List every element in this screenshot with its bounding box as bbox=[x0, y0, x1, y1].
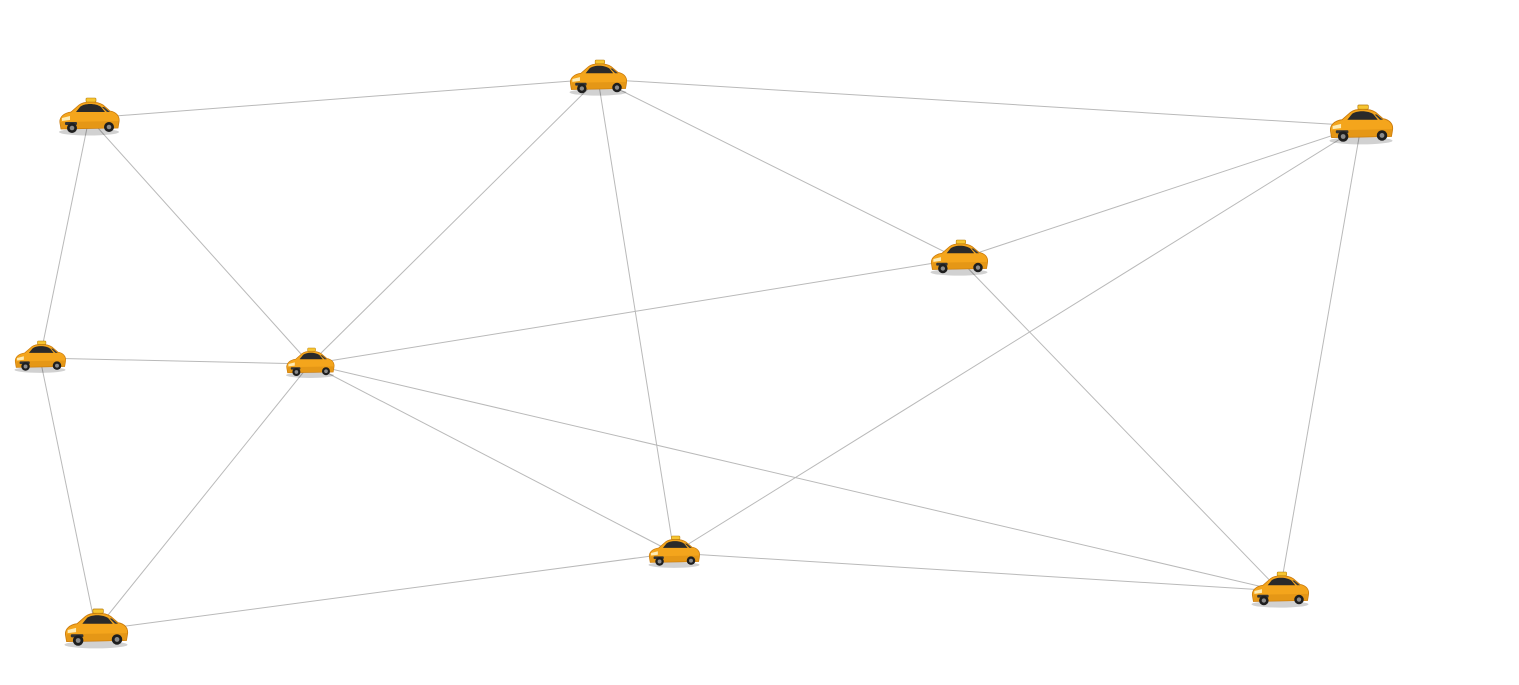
edge-n3-n8 bbox=[1279, 125, 1362, 592]
edge-n1-n5 bbox=[88, 117, 311, 365]
edge-n3-n7 bbox=[673, 125, 1362, 554]
edge-n7-n8 bbox=[673, 552, 1281, 592]
taxi-car-icon bbox=[569, 59, 628, 97]
edge-n5-n7 bbox=[309, 363, 675, 554]
edge-n5-n6 bbox=[309, 258, 960, 365]
edges-layer bbox=[39, 78, 1362, 631]
edge-n1-n4 bbox=[39, 117, 90, 359]
edge-n2-n5 bbox=[309, 78, 599, 365]
edge-n6-n8 bbox=[958, 258, 1281, 592]
taxi-car-icon bbox=[285, 347, 335, 379]
edge-n2-n3 bbox=[597, 78, 1362, 127]
edge-n4-n10 bbox=[39, 357, 97, 631]
edge-n1-n2 bbox=[88, 78, 599, 119]
edge-n2-n7 bbox=[597, 78, 675, 554]
taxi-car-icon bbox=[14, 340, 67, 374]
edge-n2-n6 bbox=[597, 78, 960, 260]
taxi-car-icon bbox=[1251, 571, 1310, 609]
edge-n5-n10 bbox=[95, 363, 311, 631]
taxi-car-icon bbox=[58, 97, 120, 136]
taxi-car-icon bbox=[63, 608, 129, 649]
edge-n7-n10 bbox=[95, 552, 675, 631]
taxi-car-icon bbox=[930, 239, 989, 277]
taxi-car-icon bbox=[648, 535, 701, 569]
nodes-layer bbox=[14, 59, 1394, 649]
edge-n4-n5 bbox=[39, 357, 311, 365]
edge-n5-n8 bbox=[309, 363, 1281, 592]
edge-n3-n6 bbox=[958, 125, 1362, 260]
taxi-car-icon bbox=[1328, 104, 1394, 145]
